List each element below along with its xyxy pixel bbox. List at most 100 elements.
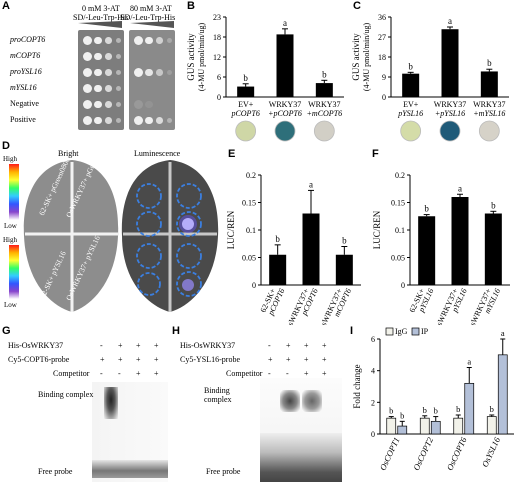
yeast-spot [83,116,92,125]
leaf-images [23,160,219,312]
bar [453,417,464,435]
yeast-spot [105,117,112,124]
a-col1-line2: SD/-Leu-Trp-His [73,13,129,22]
gus-stain-well [274,120,296,142]
yeast-spot [116,85,122,92]
emsa-sign: - [100,341,103,350]
chart-b: GUS activity (4-MU pmol/min/ug) 0 6 12 18 23 b E… [186,13,344,142]
bar [276,34,294,97]
x-tick-label-1: WRKY37 [434,100,466,109]
panel-label-g: G [2,325,11,337]
y-tick-label: 0.15 [391,199,405,208]
g-row-2: Cy5-COPT6-probe [8,355,70,364]
y-tick-label: 12 [213,53,221,62]
infiltration-circle [176,183,202,209]
x-tick-label-2: +pYSL16 [435,109,465,118]
panel-label-c: C [353,0,361,12]
emsa-sign: + [286,341,291,350]
significance-letter: a [283,18,287,28]
panel-label-b: B [187,0,195,12]
g-free-band [92,460,168,478]
luc-signal-weak [182,279,194,291]
legend-label: IP [421,327,429,336]
y-tick-label: 2 [371,398,375,407]
yeast-spot [167,37,173,44]
yeast-spot [94,52,102,61]
significance-letter: b [491,200,496,210]
panel-label-h: H [172,325,180,337]
g-row-1: His-OsWRKY37 [8,341,64,350]
x-tick-label-1: WRKY37 [308,100,340,109]
d-high-label-2: High [3,236,17,244]
g-binding-1: Binding complex [38,390,94,399]
yeast-spot [145,36,153,45]
significance-letter: b [434,406,438,416]
bar [430,420,441,435]
y-axis-label: LUC/REN [226,210,236,249]
panel-label-e: E [228,148,236,160]
infiltration-circle [176,211,202,237]
emsa-sign: - [286,369,289,378]
bar [451,197,469,285]
bar [402,73,420,97]
yeast-spot [94,84,102,93]
yeast-spot [94,116,102,125]
emsa-sign: + [322,369,327,378]
bar [464,382,475,435]
significance-letter: a [501,328,505,338]
y-tick-label: 0 [401,281,405,290]
significance-letter: b [322,69,327,79]
bar [497,354,508,435]
bar [315,83,333,97]
significance-letter: b [275,234,280,244]
significance-letter: a [458,183,462,193]
a-col2-line2: SD/-Leu-Trp-His [120,13,176,22]
bar [419,417,430,435]
emsa-sign: + [268,355,273,364]
chart-e: LUC/REN00.050.10.150.2b62-SK+pCOPT6aOsWR… [226,171,361,325]
legend-label: IgG [395,327,408,336]
panel-label-a: A [2,0,10,12]
chart-f: LUC/REN00.050.10.150.2b62-SK+pYSL16aOsWR… [372,171,510,325]
significance-letter: b [490,404,494,414]
h-gel [260,378,342,482]
h-free: Free probe [206,467,241,476]
infiltration-circle [136,183,162,209]
d-lum-label: Luminescence [134,149,181,158]
colorbar-1 [9,164,19,220]
yeast-spot [94,36,102,45]
y-tick-label: 0.1 [246,226,256,235]
bar [484,213,502,285]
a-row-label: proCOPT6 [10,35,46,44]
bar [480,71,498,97]
y-axis-label-2: (4-MU pmol/min/ug) [362,23,371,92]
bar [335,254,353,285]
h-band-complex-2 [302,390,322,412]
x-tick-label-2: pYSL16 [397,109,423,118]
infiltration-circle [136,243,162,269]
significance-letter: a [448,16,452,26]
significance-letter: b [456,404,460,414]
yeast-spot [105,101,112,108]
emsa-sign: + [154,341,159,350]
yeast-spot [134,68,143,77]
x-tick-label-1: WRKY37 [473,100,505,109]
y-tick-label: 0.2 [395,171,405,180]
y-axis-label: Fold change [352,364,362,408]
d-high-label-1: High [3,155,17,163]
yeast-spot [156,37,163,44]
bar [441,29,459,97]
significance-letter: b [389,406,393,416]
y-tick-label: 0.1 [395,226,405,235]
yeast-spot [116,101,122,108]
y-tick-label: 6 [371,335,375,344]
yeast-spot [83,100,92,109]
d-low-label-2: Low [4,301,17,309]
infiltration-circle [176,243,202,269]
bar [237,86,255,97]
y-tick-label: 18 [213,33,221,42]
h-band-complex-1 [280,390,300,412]
y-tick-label: 0.05 [391,254,405,263]
yeast-spot [116,69,122,76]
yeast-spot [134,116,143,125]
